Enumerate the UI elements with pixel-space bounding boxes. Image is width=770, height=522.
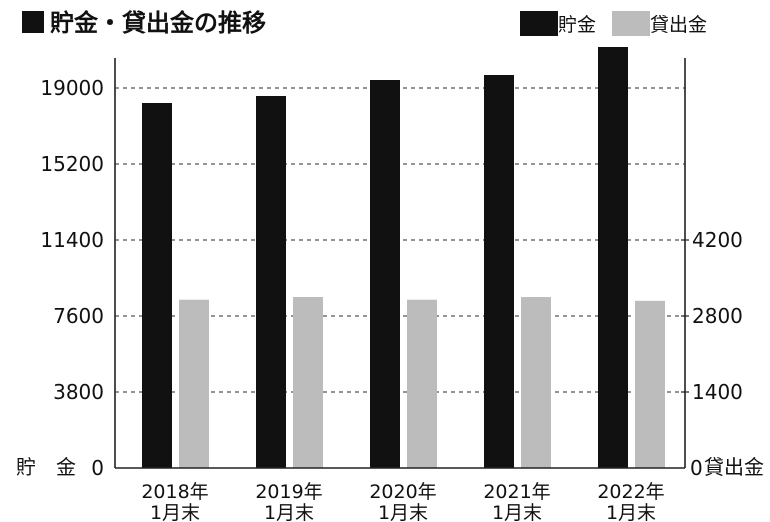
bar-savings <box>484 75 514 468</box>
axes <box>114 58 686 469</box>
x-category-label: 2020年 <box>369 481 436 503</box>
bar-loans <box>293 297 323 468</box>
x-category-label: 2018年 <box>141 481 208 503</box>
y-right-axis-label: 貸出金 <box>704 455 764 479</box>
x-category-label: 2022年 <box>597 481 664 503</box>
legend-swatch-savings <box>520 11 558 36</box>
y-right-tick-label: 0 <box>690 456 703 480</box>
title-square-marker <box>22 11 44 33</box>
bar-loans <box>179 299 209 468</box>
bar-loans <box>407 299 437 468</box>
y-left-tick-label: 3800 <box>53 380 104 404</box>
x-category-label: 1月末 <box>492 502 542 522</box>
bar-loans <box>635 300 665 468</box>
x-category-label: 2019年 <box>255 481 322 503</box>
y-left-tick-label: 19000 <box>40 76 104 100</box>
bar-savings <box>142 103 172 468</box>
bar-savings <box>598 47 628 468</box>
x-category-label: 1月末 <box>378 502 428 522</box>
y-left-tick-label: 15200 <box>40 152 104 176</box>
y-left-axis-label: 貯 金 <box>16 455 76 479</box>
y-left-tick-label: 0 <box>91 456 104 480</box>
legend-swatch-loans <box>612 11 650 36</box>
bar-savings <box>256 96 286 468</box>
y-right-tick-label: 4200 <box>692 228 743 252</box>
x-category-label: 1月末 <box>150 502 200 522</box>
x-category-label: 1月末 <box>264 502 314 522</box>
x-category-label: 1月末 <box>606 502 656 522</box>
chart-title: 貯金・貸出金の推移 <box>50 9 266 37</box>
bars <box>142 47 665 468</box>
y-left-tick-label: 7600 <box>53 304 104 328</box>
bar-savings <box>370 80 400 468</box>
tick-labels: 0 3800 7600 11400 15200 19000 0 1400 2800 4200 <box>40 76 743 480</box>
y-right-tick-label: 1400 <box>692 380 743 404</box>
y-right-tick-label: 2800 <box>692 304 743 328</box>
legend-label-loans: 貸出金 <box>650 14 707 36</box>
x-category-label: 2021年 <box>483 481 550 503</box>
y-left-tick-label: 11400 <box>40 228 104 252</box>
bar-loans <box>521 297 551 468</box>
legend-label-savings: 貯金 <box>558 14 596 36</box>
